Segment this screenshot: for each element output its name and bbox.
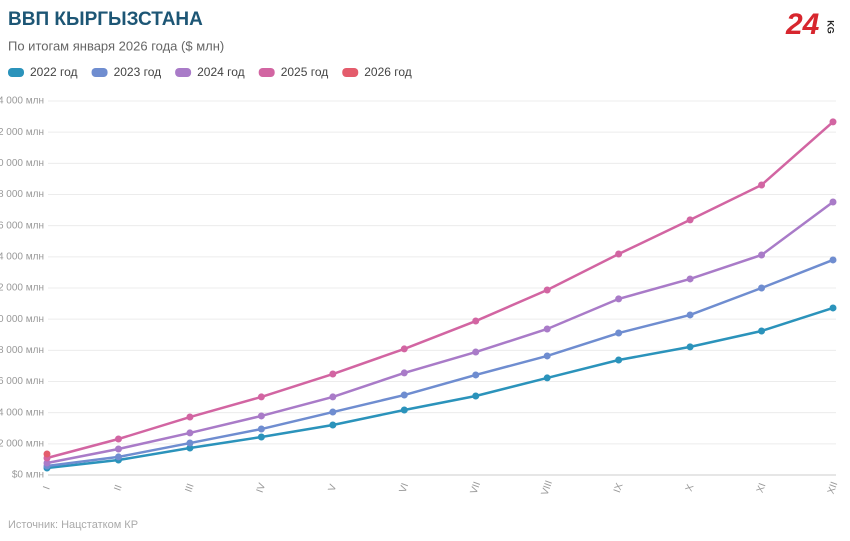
data-point (615, 250, 623, 258)
data-point (543, 325, 551, 333)
data-point (686, 216, 694, 224)
data-point (615, 356, 623, 364)
y-tick-label: $0 млн (12, 470, 44, 481)
data-point (400, 369, 408, 377)
data-point (472, 392, 480, 400)
data-point (543, 286, 551, 294)
data-point (400, 391, 408, 399)
data-point (686, 275, 694, 283)
data-point (329, 393, 337, 401)
data-point (829, 118, 837, 126)
data-point (186, 444, 194, 452)
x-tick-label: VIII (540, 479, 555, 497)
data-point (758, 284, 766, 292)
data-point (829, 256, 837, 264)
x-tick-label: X (684, 483, 697, 493)
y-tick-label: $10 000 млн (0, 314, 44, 325)
data-point (114, 445, 122, 453)
legend-label[interactable]: 2025 год (281, 65, 329, 79)
legend-swatch[interactable] (175, 68, 192, 77)
x-tick-label: IX (612, 481, 626, 494)
legend-label[interactable]: 2026 год (364, 65, 412, 79)
data-point (686, 343, 694, 351)
data-point (615, 329, 623, 337)
x-tick-label: VII (469, 480, 484, 495)
y-tick-label: $8 000 млн (0, 345, 44, 356)
chart-title: ВВП КЫРГЫЗСТАНА (8, 9, 203, 30)
data-point (329, 408, 337, 416)
legend-swatch[interactable] (91, 68, 108, 77)
legend-swatch[interactable] (342, 68, 359, 77)
chart-subtitle: По итогам января 2026 года ($ млн) (8, 38, 224, 53)
x-tick-label: V (327, 483, 340, 493)
y-tick-label: $14 000 млн (0, 251, 44, 262)
series-line (46, 258, 834, 468)
data-point (257, 425, 265, 433)
data-point (186, 413, 194, 421)
source: Источник: Нацстатком КР (8, 519, 138, 531)
data-point (472, 348, 480, 356)
y-tick-label: $24 000 млн (0, 96, 44, 107)
data-point (186, 429, 194, 437)
data-point (543, 352, 551, 360)
data-point (615, 295, 623, 303)
data-point (43, 459, 51, 467)
logo-suffix: KG (826, 20, 836, 34)
data-point (829, 304, 837, 312)
data-point (758, 251, 766, 259)
data-point (114, 435, 122, 443)
legend-swatch[interactable] (258, 68, 275, 77)
data-point (186, 439, 194, 447)
data-point (400, 406, 408, 414)
legend-label[interactable]: 2024 год (197, 65, 245, 79)
data-point (472, 317, 480, 325)
data-point (758, 327, 766, 335)
series-line (46, 120, 834, 460)
y-tick-label: $2 000 млн (0, 438, 44, 449)
data-point (257, 412, 265, 420)
data-point (829, 198, 837, 206)
x-tick-label: III (183, 482, 196, 494)
series-line (46, 306, 834, 470)
x-tick-label: VI (398, 482, 412, 495)
data-point (543, 374, 551, 382)
legend-label[interactable]: 2022 год (30, 65, 78, 79)
data-point (329, 421, 337, 429)
y-tick-label: $18 000 млн (0, 189, 44, 200)
legend-label[interactable]: 2023 год (114, 65, 162, 79)
legend-swatch[interactable] (8, 68, 24, 77)
data-point (114, 453, 122, 461)
data-point (400, 345, 408, 353)
data-point (758, 181, 766, 189)
data-point (686, 311, 694, 319)
x-tick-label: I (41, 485, 52, 491)
y-tick-label: $6 000 млн (0, 376, 44, 387)
data-point (329, 370, 337, 378)
x-tick-label: II (112, 484, 124, 493)
y-tick-label: $12 000 млн (0, 283, 44, 294)
data-point (257, 433, 265, 441)
data-point (472, 371, 480, 379)
y-tick-label: $16 000 млн (0, 220, 44, 231)
data-point (257, 393, 265, 401)
x-tick-label: IV (255, 481, 269, 494)
logo-number: 24 (785, 8, 820, 41)
y-tick-label: $4 000 млн (0, 407, 44, 418)
series-line (46, 200, 834, 465)
y-tick-label: $22 000 млн (0, 127, 44, 138)
x-tick-label: XI (755, 482, 769, 495)
y-tick-label: $20 000 млн (0, 158, 44, 169)
x-tick-label: XII (826, 480, 841, 495)
data-point (43, 450, 51, 458)
